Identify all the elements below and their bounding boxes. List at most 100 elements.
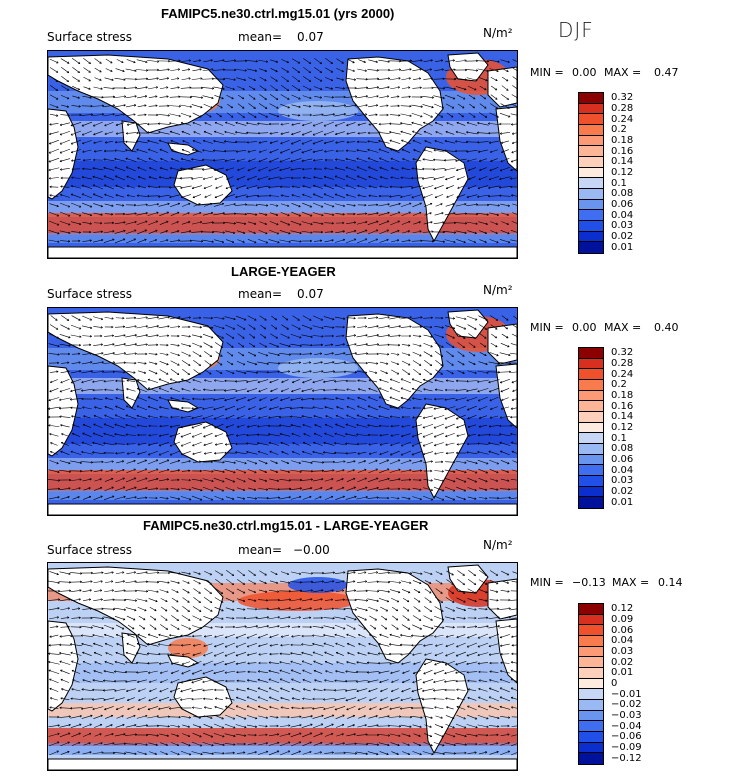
wind-arrow-head: [309, 352, 312, 355]
wind-arrow: [501, 212, 509, 216]
wind-arrow: [400, 131, 412, 135]
wind-arrow-head: [287, 114, 290, 117]
wind-arrow-head: [188, 618, 191, 621]
wind-arrow-head: [93, 414, 96, 418]
wind-arrow-head: [512, 389, 515, 392]
wind-arrow: [324, 150, 334, 152]
wind-arrow-head: [487, 122, 491, 125]
wind-arrow: [94, 661, 102, 665]
wind-arrow-head: [89, 318, 93, 321]
wind-arrow: [81, 379, 93, 383]
wind-arrow: [246, 443, 258, 445]
wind-arrow: [269, 113, 279, 117]
wind-arrow: [126, 132, 136, 134]
wind-arrow: [181, 203, 191, 207]
wind-arrow: [302, 177, 312, 179]
wind-arrow: [259, 333, 267, 339]
wind-arrow-head: [180, 698, 183, 701]
wind-arrow-head: [377, 652, 381, 655]
wind-arrow: [456, 689, 466, 691]
wind-arrow-head: [188, 627, 191, 630]
wind-arrow: [445, 131, 455, 135]
wind-arrow: [114, 96, 126, 98]
wind-arrow-head: [177, 469, 180, 472]
wind-arrow: [125, 405, 137, 411]
wind-arrow-head: [70, 381, 74, 384]
wind-arrow-head: [397, 497, 400, 500]
wind-arrow: [191, 185, 203, 189]
wind-arrow: [138, 176, 146, 180]
wind-arrow-head: [506, 213, 510, 216]
wind-arrow: [389, 69, 401, 71]
wind-arrow: [346, 580, 356, 584]
wind-arrow: [72, 67, 80, 73]
wind-arrow-head: [466, 150, 469, 153]
wind-arrow: [356, 414, 368, 420]
panel-1-mean-value: 0.07: [297, 30, 324, 44]
wind-arrow: [159, 416, 169, 418]
wind-arrow-head: [440, 591, 443, 594]
wind-arrow-head: [331, 96, 334, 99]
wind-arrow-head: [210, 609, 213, 612]
wind-arrow-head: [332, 460, 335, 464]
wind-arrow: [125, 581, 137, 583]
wind-arrow-head: [321, 370, 324, 373]
wind-arrow-head: [299, 223, 302, 226]
wind-arrow-head: [233, 59, 236, 62]
wind-arrow-head: [279, 652, 282, 655]
wind-arrow: [378, 478, 390, 482]
wind-arrow: [193, 203, 201, 207]
wind-arrow: [136, 662, 148, 664]
wind-arrow-head: [499, 169, 503, 172]
wind-arrow: [136, 487, 148, 491]
wind-arrow: [345, 607, 357, 611]
wind-arrow-head: [375, 113, 378, 116]
wind-arrow: [347, 652, 355, 656]
wind-arrow: [466, 661, 478, 665]
wind-arrow: [423, 479, 433, 481]
wind-arrow: [49, 58, 59, 64]
wind-arrow-head: [400, 122, 403, 125]
wind-arrow: [423, 221, 433, 225]
wind-arrow-head: [253, 488, 257, 491]
wind-arrow-head: [275, 213, 279, 216]
wind-arrow-head: [500, 661, 503, 664]
wind-arrow: [93, 580, 103, 584]
wind-arrow: [467, 185, 477, 189]
wind-arrow-head: [70, 634, 73, 638]
wind-arrow-head: [242, 573, 245, 577]
wind-arrow-head: [462, 106, 465, 109]
wind-arrow-head: [365, 229, 368, 232]
wind-arrow-head: [264, 97, 267, 100]
wind-arrow: [169, 316, 181, 320]
wind-arrow-head: [134, 486, 137, 489]
wind-arrow: [424, 597, 432, 603]
wind-arrow-head: [442, 221, 445, 224]
wind-arrow-head: [365, 86, 369, 89]
wind-arrow: [191, 487, 203, 491]
wind-arrow: [401, 369, 411, 375]
wind-arrow: [445, 103, 455, 109]
wind-arrow-head: [221, 202, 225, 206]
wind-arrow-head: [419, 335, 422, 338]
wind-arrow: [422, 625, 434, 629]
wind-arrow: [457, 351, 465, 357]
wind-arrow-head: [60, 450, 63, 454]
wind-arrow: [290, 607, 302, 611]
wind-arrow-head: [396, 362, 400, 366]
wind-arrow: [401, 433, 411, 437]
wind-arrow: [170, 360, 180, 366]
wind-arrow: [501, 94, 509, 100]
wind-arrow: [336, 478, 344, 482]
wind-arrow-head: [148, 680, 152, 683]
wind-arrow-head: [115, 698, 118, 702]
wind-arrow: [104, 316, 114, 320]
wind-arrow: [489, 387, 499, 393]
wind-arrow-head: [335, 158, 338, 161]
wind-arrow: [182, 606, 190, 612]
wind-arrow-head: [484, 115, 488, 118]
wind-arrow-head: [473, 240, 477, 244]
wind-arrow: [499, 634, 511, 638]
wind-arrow: [147, 203, 159, 207]
wind-arrow-head: [210, 626, 213, 629]
